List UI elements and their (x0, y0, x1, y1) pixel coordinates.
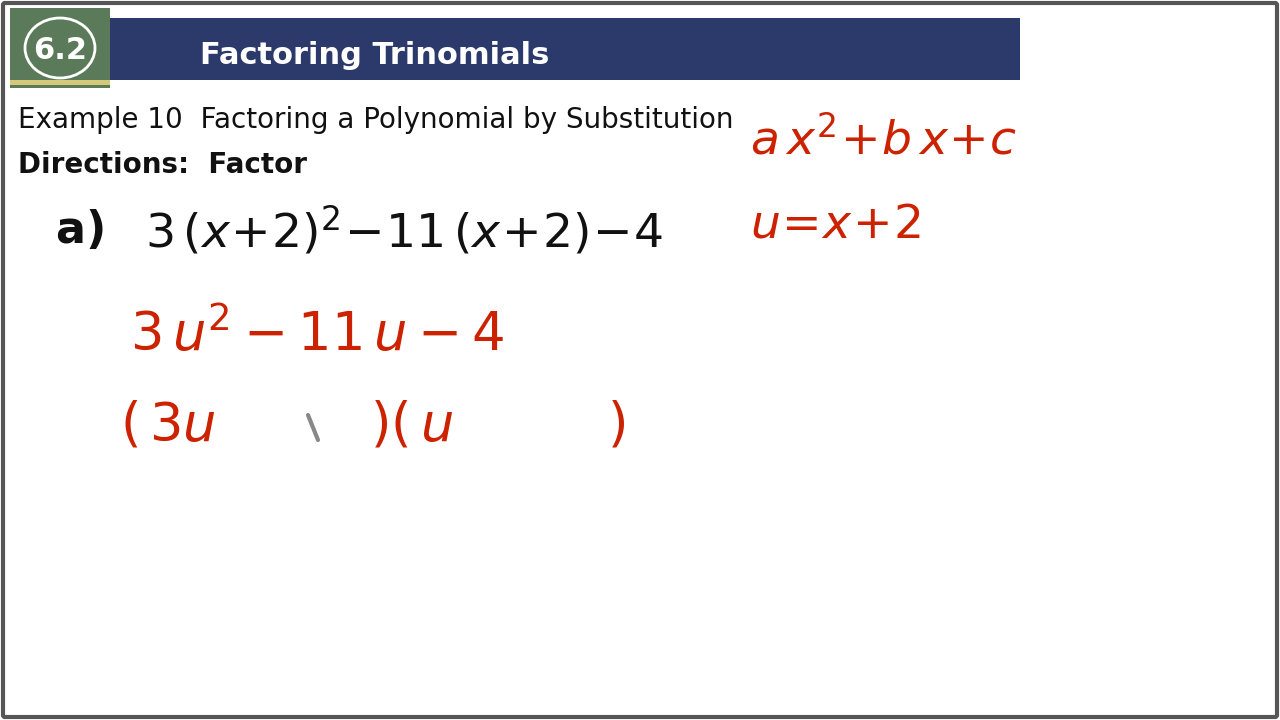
Text: $(\,3u\qquad\quad)(\,u\qquad\quad)$: $(\,3u\qquad\quad)(\,u\qquad\quad)$ (120, 399, 626, 451)
Text: $u\!=\!x\!+\!2$: $u\!=\!x\!+\!2$ (750, 202, 920, 248)
Text: Factoring Trinomials: Factoring Trinomials (200, 40, 549, 70)
Text: $3\,(x\!+\!2)^{2}\!-\!11\,(x\!+\!2)\!-\!4$: $3\,(x\!+\!2)^{2}\!-\!11\,(x\!+\!2)\!-\!… (145, 204, 663, 256)
Text: $3\,u^{2}-11\,u-4$: $3\,u^{2}-11\,u-4$ (131, 308, 504, 361)
Text: 6.2: 6.2 (33, 35, 87, 65)
FancyBboxPatch shape (10, 80, 110, 85)
Text: Example 10  Factoring a Polynomial by Substitution: Example 10 Factoring a Polynomial by Sub… (18, 106, 733, 134)
Text: $a\,x^{2}\!+\!b\,x\!+\!c$: $a\,x^{2}\!+\!b\,x\!+\!c$ (750, 117, 1018, 163)
Text: $\mathbf{a)}$: $\mathbf{a)}$ (55, 208, 104, 252)
FancyBboxPatch shape (10, 8, 110, 88)
FancyBboxPatch shape (10, 18, 1020, 80)
Text: Directions:  Factor: Directions: Factor (18, 151, 307, 179)
